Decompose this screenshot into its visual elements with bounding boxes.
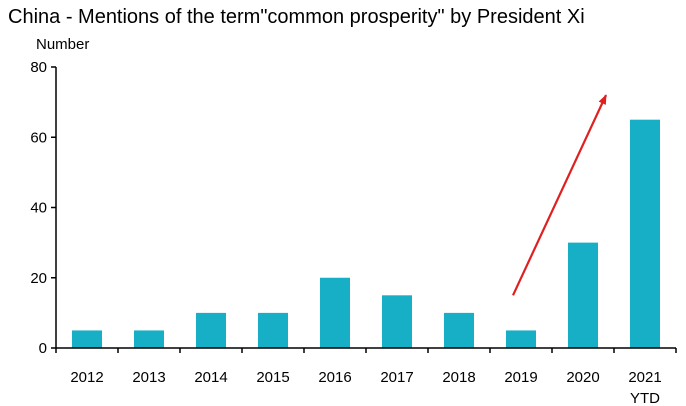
y-tick-label-60: 60 bbox=[30, 129, 47, 146]
bar-2017 bbox=[382, 295, 412, 348]
bar-2013 bbox=[134, 330, 164, 348]
bar-2020 bbox=[568, 242, 598, 348]
bar-2015 bbox=[258, 312, 288, 348]
chart-title: China - Mentions of the term"common pros… bbox=[8, 6, 585, 28]
x-tick-label-2013: 2013 bbox=[132, 369, 165, 386]
x-tick-label-2020: 2020 bbox=[566, 369, 599, 386]
trend-arrow bbox=[512, 94, 607, 296]
x-tick-label-2017: 2017 bbox=[380, 369, 413, 386]
bar-2018 bbox=[444, 312, 474, 348]
bar-2021 bbox=[630, 119, 660, 348]
y-axis-label: Number bbox=[36, 36, 90, 53]
x-tick-label-2019: 2019 bbox=[504, 369, 537, 386]
bar-2016 bbox=[320, 277, 350, 348]
x-tick-label-2021: 2021 bbox=[628, 369, 661, 386]
y-tick-label-20: 20 bbox=[30, 270, 47, 287]
y-tick-label-40: 40 bbox=[30, 200, 47, 217]
x-tick-label-2012: 2012 bbox=[70, 369, 103, 386]
x-tick-label-2014: 2014 bbox=[194, 369, 227, 386]
bar-2014 bbox=[196, 312, 226, 348]
x-tick-label-2015: 2015 bbox=[256, 369, 289, 386]
bar-2012 bbox=[72, 330, 102, 348]
bar-2019 bbox=[506, 330, 536, 348]
x-tick-label-2016: 2016 bbox=[318, 369, 351, 386]
x-tick-label-2018: 2018 bbox=[442, 369, 475, 386]
y-tick-label-0: 0 bbox=[39, 340, 47, 357]
x-tick-sublabel-2021: YTD bbox=[630, 390, 660, 406]
y-tick-label-80: 80 bbox=[30, 59, 47, 76]
